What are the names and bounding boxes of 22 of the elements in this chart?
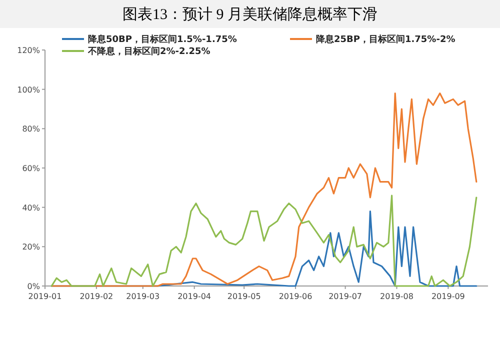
x-tick-label: 2019-05 <box>227 292 261 301</box>
legend-label: 降息25BP，目标区间1.75%-2% <box>316 34 456 45</box>
x-tick-label: 2019-08 <box>380 292 414 301</box>
y-tick-label: 40% <box>22 203 40 212</box>
chart-title: 图表13：预计 9 月美联储降息概率下滑 <box>122 6 378 23</box>
x-tick-label: 2019-01 <box>28 292 62 301</box>
y-tick-label: 0% <box>27 282 40 291</box>
x-tick-label: 2019-02 <box>80 292 114 301</box>
y-tick-label: 20% <box>22 242 40 252</box>
x-tick-label: 2019-09 <box>431 292 465 301</box>
legend-label: 不降息，目标区间2%-2.25% <box>87 46 210 57</box>
y-tick-label: 60% <box>22 164 40 173</box>
line-series <box>50 194 478 287</box>
x-tick-label: 2019-07 <box>328 292 362 301</box>
line-series <box>50 92 478 287</box>
x-tick-label: 2019-06 <box>278 292 312 301</box>
x-tick-label: 2019-03 <box>126 292 160 301</box>
y-tick-label: 100% <box>17 85 40 94</box>
legend-label: 降息50BP，目标区间1.5%-1.75% <box>88 34 237 45</box>
y-tick-label: 120% <box>17 46 40 55</box>
x-tick-label: 2019-04 <box>178 292 212 301</box>
y-tick-label: 80% <box>22 124 40 134</box>
